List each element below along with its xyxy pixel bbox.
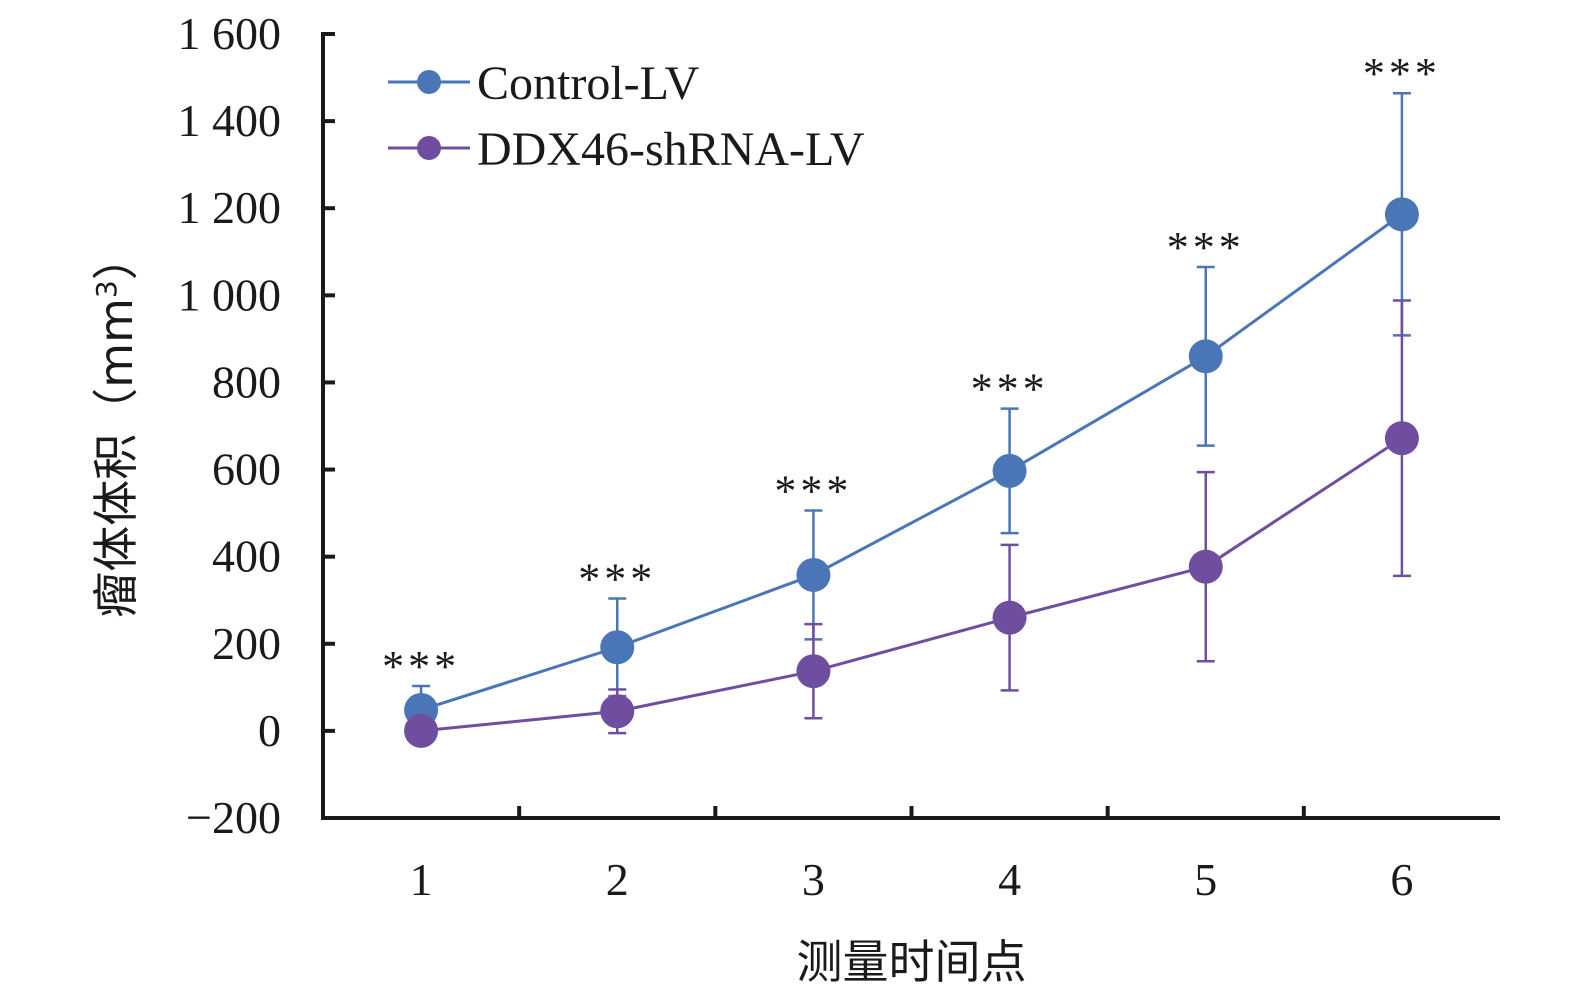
y-tick-label: 0 — [258, 705, 281, 756]
significance-label: *** — [382, 642, 460, 691]
chart-legend: Control-LV DDX46-shRNA-LV — [388, 57, 865, 176]
data-point — [796, 557, 831, 592]
x-tick-label: 4 — [998, 854, 1021, 905]
x-tick-label: 6 — [1390, 854, 1413, 905]
legend-label: DDX46-shRNA-LV — [477, 123, 865, 176]
x-tick-label: 5 — [1194, 854, 1217, 905]
y-axis-title-superscript: 3 — [90, 280, 123, 298]
x-tick-label: 1 — [410, 854, 433, 905]
significance-label: *** — [971, 365, 1049, 414]
significance-label: *** — [774, 466, 852, 515]
significance-label: *** — [578, 554, 656, 603]
y-tick-label: 800 — [212, 356, 281, 407]
chart-axes: −200 0 200 400 600 800 1 000 1 200 1 400 1 600 1 2 3… — [178, 8, 1500, 905]
y-axis-title-main: 瘤体体积（mm — [89, 298, 143, 618]
series-line — [420, 213, 1403, 712]
data-point — [1384, 197, 1419, 232]
y-tick-label: 400 — [212, 531, 281, 582]
y-tick-label: −200 — [186, 792, 281, 843]
x-axis-title: 测量时间点 — [797, 935, 1027, 989]
data-point — [404, 713, 439, 748]
data-point — [1384, 421, 1419, 456]
x-tick-label: 3 — [802, 854, 825, 905]
chart-marks: *** *** *** *** *** *** — [382, 49, 1441, 748]
series-ddx46-shrna-lv — [404, 299, 1419, 748]
series-control-lv — [404, 91, 1419, 736]
y-axis-title-close: ） — [89, 234, 143, 280]
legend-marker — [417, 70, 441, 94]
data-point — [1188, 339, 1223, 374]
y-tick-label: 1 000 — [178, 269, 282, 320]
y-tick-label: 200 — [212, 618, 281, 669]
y-tick-label: 1 600 — [178, 8, 282, 59]
legend-label: Control-LV — [477, 57, 700, 110]
y-tick-label: 600 — [212, 444, 281, 495]
data-point — [600, 694, 635, 729]
y-axis-title: 瘤体体积（mm3） — [89, 234, 143, 617]
series-line — [420, 436, 1403, 733]
y-tick-label: 1 200 — [178, 182, 282, 233]
chart-titles: 测量时间点 瘤体体积（mm3） — [89, 234, 1027, 989]
data-point — [992, 453, 1027, 488]
legend-marker — [417, 136, 441, 160]
data-point — [992, 600, 1027, 635]
data-point — [796, 654, 831, 689]
x-tick-label: 2 — [606, 854, 629, 905]
data-point — [1188, 549, 1223, 584]
significance-label: *** — [1167, 223, 1245, 272]
y-tick-label: 1 400 — [178, 95, 282, 146]
data-point — [600, 630, 635, 665]
significance-label: *** — [1363, 49, 1441, 98]
